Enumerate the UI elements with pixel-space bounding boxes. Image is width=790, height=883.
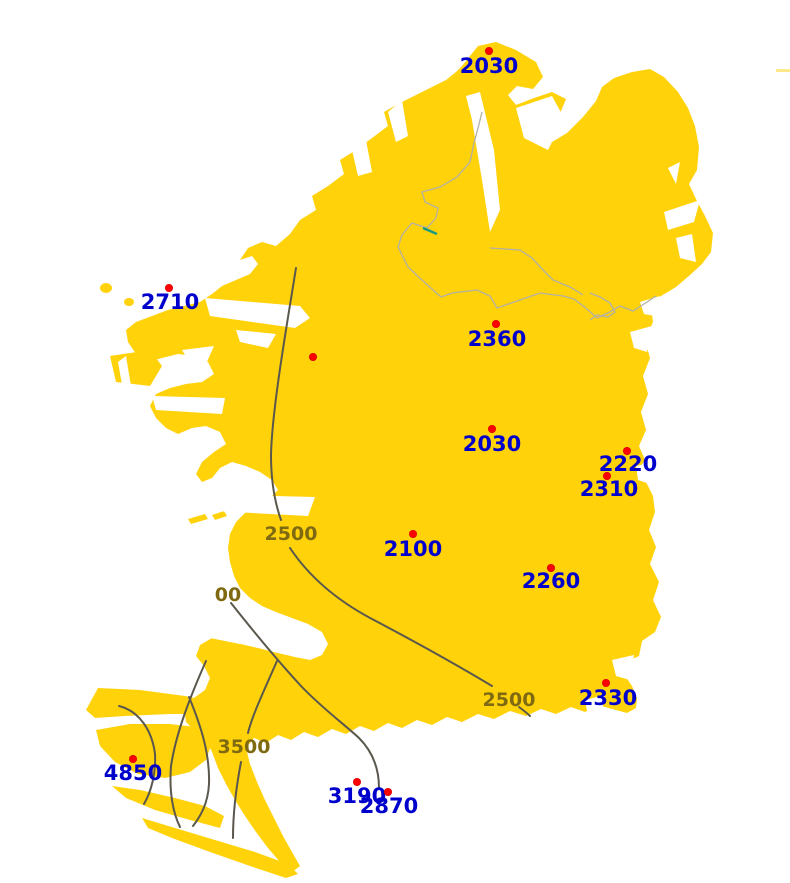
sheephaven-bay — [388, 100, 408, 142]
cork-harbour — [428, 764, 458, 800]
landmass — [86, 42, 713, 878]
station-value-label: 3190 — [327, 784, 387, 808]
inner-borders — [397, 111, 657, 321]
station-dot — [602, 679, 610, 687]
pale-yellow-dash — [776, 69, 790, 72]
belfast-lough — [664, 200, 700, 230]
dungarvan-bay — [540, 717, 558, 735]
station-value-label: 2360 — [467, 327, 527, 351]
contour-kerry-arc-2 — [188, 696, 211, 827]
station-dot — [547, 564, 555, 572]
station-value-label: 2100 — [383, 537, 443, 561]
donegal-islets — [100, 283, 134, 306]
strangford-lough — [676, 234, 696, 262]
station-dot — [309, 353, 317, 361]
contour-value-label: 00 — [214, 584, 242, 606]
rainfall-contours — [118, 267, 531, 839]
aran-islands — [188, 511, 227, 524]
carlingford-lough — [640, 296, 660, 316]
station-dot — [603, 472, 611, 480]
station-value-label: 4850 — [103, 761, 163, 785]
contour-kerry-arc-1 — [169, 660, 207, 828]
contour-3000 — [230, 602, 380, 789]
station-dot — [384, 788, 392, 796]
station-dot — [488, 425, 496, 433]
station-value-label: 2220 — [598, 452, 658, 476]
contour-2500-south-end — [518, 706, 531, 717]
connemara-lough-2 — [167, 465, 177, 475]
station-value-label: 2310 — [579, 477, 639, 501]
youghal-bay — [495, 737, 515, 755]
lough-foyle — [516, 96, 564, 150]
larne-lough — [668, 162, 680, 184]
dingle-peninsula — [86, 688, 214, 718]
killala-bay — [182, 346, 214, 364]
station-value-label: 2030 — [462, 432, 522, 456]
station-value-label: 2710 — [140, 290, 200, 314]
sligo-bay — [236, 330, 276, 348]
sea-inlets — [118, 92, 700, 806]
station-dot — [129, 755, 137, 763]
station-dot — [623, 447, 631, 455]
contour-value-label: 2500 — [264, 523, 318, 545]
station-value-label: 2330 — [578, 686, 638, 710]
clew-bay — [152, 396, 225, 414]
kinsale-harbour — [398, 788, 418, 806]
shannon-estuary — [198, 622, 320, 648]
county-border — [489, 247, 584, 296]
wexford-harbour — [612, 655, 634, 680]
achill-sound — [118, 356, 132, 396]
beara-peninsula — [112, 786, 224, 828]
contour-3500-lower — [232, 761, 242, 839]
contour-value-label: 3500 — [217, 736, 271, 758]
contour-kerry-arc-3 — [118, 705, 157, 805]
station-dot — [165, 284, 173, 292]
contour-value-label: 2500 — [482, 689, 536, 711]
contour-3500-upper — [247, 660, 278, 734]
station-value-label: 2260 — [521, 569, 581, 593]
lough-swilly — [466, 92, 500, 232]
station-dot — [409, 530, 417, 538]
station-value-label: 2870 — [359, 794, 419, 818]
donegal-bay — [205, 298, 310, 328]
station-value-label: 2030 — [459, 54, 519, 78]
station-dot — [492, 320, 500, 328]
station-dot — [485, 47, 493, 55]
northern-ireland-border — [397, 111, 657, 319]
waterford-harbour — [585, 695, 605, 720]
connemara-lough-1 — [146, 436, 158, 448]
mizen-peninsula — [142, 818, 298, 878]
contour-2500-south — [289, 547, 493, 687]
dublin-bay — [636, 462, 654, 484]
dundalk-bay — [630, 326, 652, 352]
station-dot — [353, 778, 361, 786]
green-channel-mark — [422, 226, 438, 236]
county-border-south-down — [589, 292, 616, 321]
coastline-main — [126, 42, 713, 872]
mulroy-bay — [352, 140, 372, 176]
contour-2500-north — [269, 267, 297, 521]
galway-bay — [192, 494, 315, 516]
